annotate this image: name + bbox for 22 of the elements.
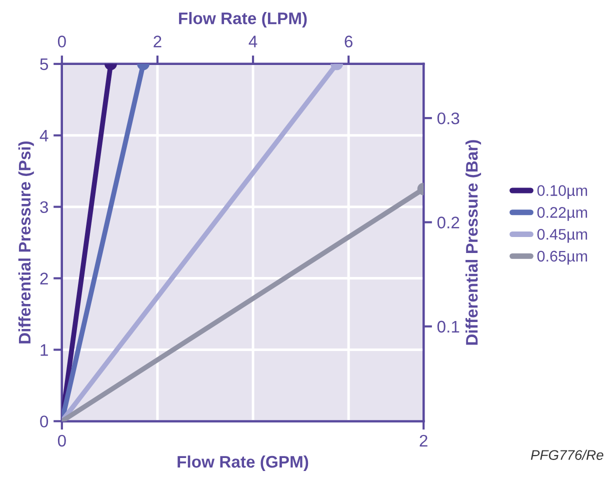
y2-tick-label: 0.3 [437, 112, 460, 124]
x2-tick-label: 6 [344, 36, 352, 48]
x2-tick-label: 2 [154, 36, 162, 48]
y-tick-label: 4 [40, 130, 48, 142]
y-tick-label: 3 [40, 201, 48, 214]
y2-tick-label: 0.2 [437, 216, 460, 228]
y-axis-title: Differential Pressure (Psi) [18, 141, 34, 344]
legend-label: 0.10µm [537, 185, 588, 199]
y-tick-label: 1 [40, 344, 48, 356]
legend-label: 0.22µm [537, 207, 588, 221]
y2-tick-label: 0.1 [437, 320, 460, 333]
y2-axis-title: Differential Pressure (Bar) [466, 140, 482, 345]
x2-tick-label: 4 [248, 36, 258, 48]
x2-axis-title: Flow Rate (LPM) [179, 12, 307, 28]
legend-label: 0.65µm [537, 250, 588, 265]
y-tick-label: 0 [40, 416, 48, 428]
legend-label: 0.45µm [537, 228, 588, 243]
x2-tick-label: 0 [58, 36, 66, 48]
y-tick-label: 2 [40, 272, 48, 284]
x-axis-title: Flow Rate (GPM) [178, 455, 308, 472]
y-tick-label: 5 [40, 58, 48, 70]
text: PFG776/Re [530, 450, 604, 460]
